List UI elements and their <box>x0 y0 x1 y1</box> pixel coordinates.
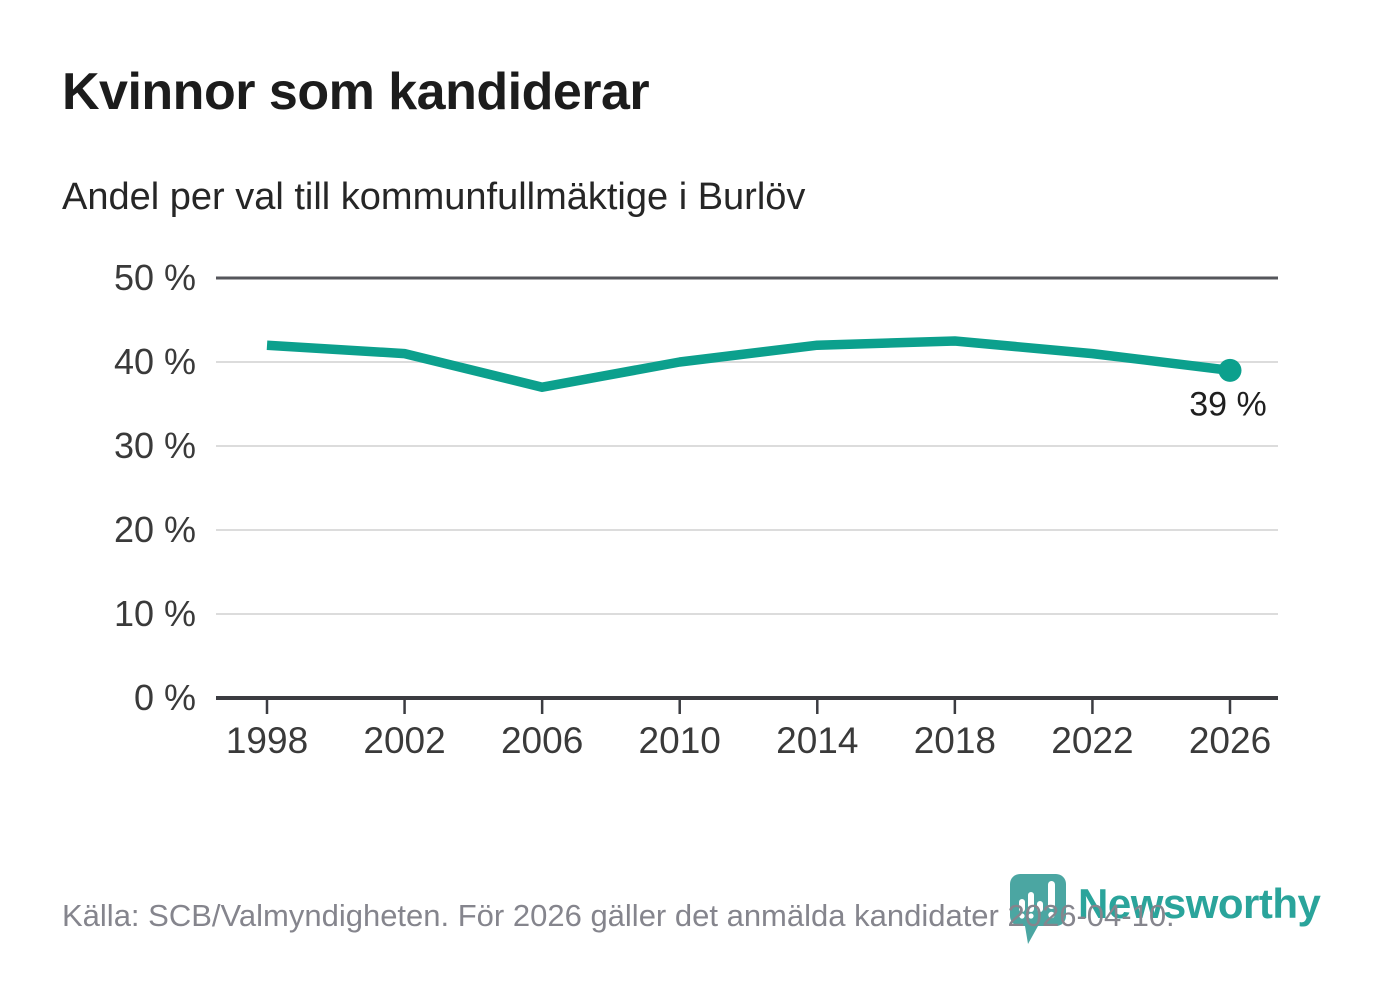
newsworthy-logo[interactable]: Newsworthy <box>1010 874 1321 946</box>
y-tick-label: 40 % <box>114 341 196 382</box>
x-tick-label: 2006 <box>501 720 583 761</box>
x-tick-label: 2022 <box>1051 720 1133 761</box>
x-tick-label: 1998 <box>226 720 308 761</box>
logo-bar-chart-glyph <box>1019 881 1055 919</box>
newsworthy-logo-icon <box>1010 874 1066 944</box>
x-tick-label: 2026 <box>1189 720 1271 761</box>
end-point-marker <box>1218 358 1242 382</box>
axes <box>216 696 1278 714</box>
data-series: 39 % <box>266 336 1267 423</box>
source-note: Källa: SCB/Valmyndigheten. För 2026 gäll… <box>62 898 1175 933</box>
chart-title: Kvinnor som kandiderar <box>62 63 650 121</box>
y-tick-label: 20 % <box>114 509 196 550</box>
x-tick-label: 2014 <box>776 720 858 761</box>
y-tick-label: 10 % <box>114 593 196 634</box>
data-line <box>266 336 1231 392</box>
y-tick-label: 50 % <box>114 257 196 298</box>
line-chart: 39 % 0 % 10 % 20 % 30 % 40 % 50 % 1998 2002 2006… <box>114 257 1278 761</box>
y-tick-label: 30 % <box>114 425 196 466</box>
y-tick-label: 0 % <box>134 677 196 718</box>
x-tick-label: 2018 <box>914 720 996 761</box>
chart-subtitle: Andel per val till kommunfullmäktige i B… <box>62 176 806 218</box>
axis-labels: 0 % 10 % 20 % 30 % 40 % 50 % 1998 2002 2006 2010 2… <box>114 257 1271 761</box>
x-tick-label: 2002 <box>363 720 445 761</box>
x-tick-label: 2010 <box>639 720 721 761</box>
gridlines <box>216 276 1278 615</box>
newsworthy-logo-text: Newsworthy <box>1078 880 1321 927</box>
end-value-label: 39 % <box>1189 385 1267 423</box>
